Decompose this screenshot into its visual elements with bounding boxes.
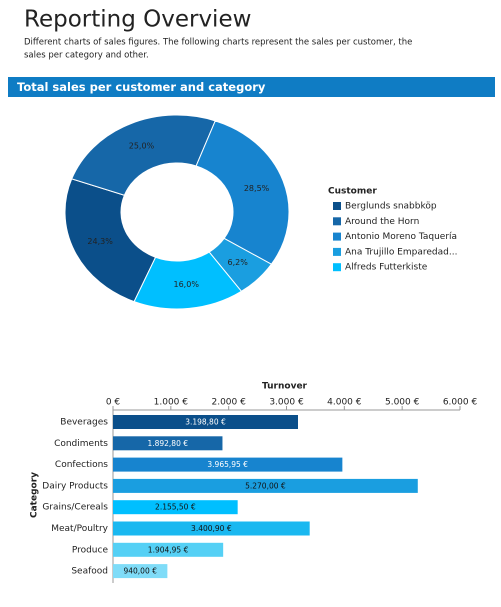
section-title: Total sales per customer and category [17,80,266,94]
data-label: 25,0% [129,141,155,150]
y-axis-title: Category [30,472,40,518]
legend-swatch [333,202,341,210]
legend-label: Berglunds snabbköp [345,202,437,212]
bar [113,457,343,472]
donut-slice [64,178,157,303]
data-label: 1.892,80 € [147,439,188,448]
description: Different charts of sales figures. The f… [24,38,412,48]
x-axis-title: Turnover [262,382,308,392]
bar [113,542,224,557]
section-bar [8,77,495,97]
y-tick-label: Meat/Poultry [51,524,108,534]
page-title: Reporting Overview [24,7,251,33]
legend-swatch [333,217,341,226]
bar [113,500,238,515]
y-tick-label: Dairy Products [42,481,108,491]
bar [113,415,298,429]
bar [113,478,418,493]
data-label: 1.904,95 € [148,545,189,554]
data-label: 16,0% [174,280,200,289]
y-tick-label: Produce [72,545,109,555]
x-tick-label: 1.000 € [154,398,189,408]
legend-label: Ana Trujillo Emparedad... [345,247,457,257]
data-label: 3.400,90 € [191,524,232,533]
data-label: 6,2% [228,258,249,267]
legend-label: Around the Horn [345,217,419,227]
legend-label: Alfreds Futterkiste [345,263,428,273]
donut-slice [195,120,290,265]
data-label: 24,3% [87,237,113,246]
description: sales per category and other. [24,51,149,61]
x-tick-label: 5.000 € [385,398,420,408]
legend-swatch [333,263,341,272]
y-tick-label: Seafood [71,567,108,577]
legend-title: Customer [328,187,377,197]
data-label: 28,5% [244,184,270,193]
x-tick-label: 2.000 € [211,398,246,408]
data-label: 3.198,80 € [185,418,226,427]
y-tick-label: Confections [55,460,108,470]
data-label: 3.965,95 € [207,460,248,469]
bar [113,564,168,579]
x-tick-label: 3.000 € [269,398,304,408]
x-tick-label: 6.000 € [443,398,478,408]
legend-swatch [333,232,341,241]
x-tick-label: 0 € [106,398,121,408]
legend-swatch [333,247,341,256]
bar [113,521,310,536]
y-tick-label: Grains/Cereals [42,503,108,513]
data-label: 5.270,00 € [245,481,286,490]
y-tick-label: Condiments [54,439,108,449]
x-tick-label: 4.000 € [327,398,362,408]
donut-slice [133,251,243,310]
data-label: 940,00 € [123,567,157,576]
y-tick-label: Beverages [60,418,108,428]
legend-label: Antonio Moreno Taquería [345,232,457,242]
data-label: 2.155,50 € [155,503,196,512]
bar [113,436,223,451]
donut-slice [71,114,216,196]
